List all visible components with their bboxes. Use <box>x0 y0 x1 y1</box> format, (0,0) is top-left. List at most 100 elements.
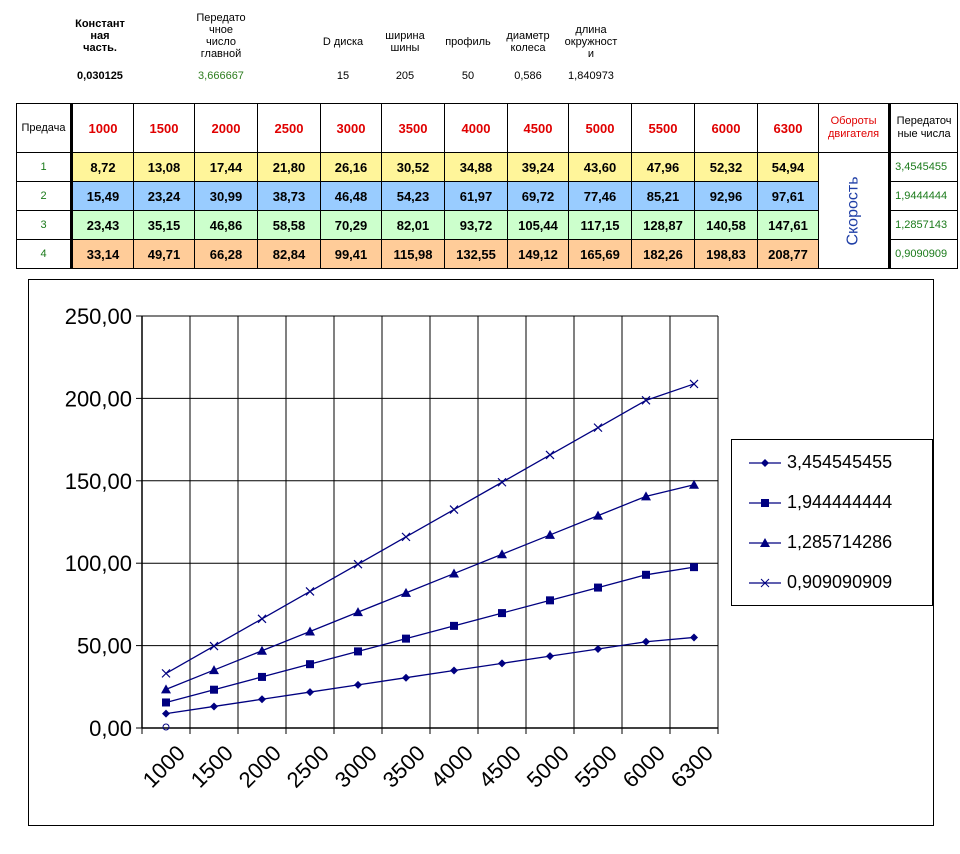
data-point <box>690 563 698 572</box>
data-point <box>402 673 410 682</box>
y-tick-label: 0,00 <box>89 716 132 741</box>
data-point <box>641 491 651 501</box>
legend-label: 1,944444444 <box>787 492 893 512</box>
speed-cell: 15,49 <box>70 181 134 211</box>
rpm-header: 3000 <box>320 103 382 153</box>
data-point <box>161 684 171 694</box>
data-point <box>690 633 698 642</box>
param-6: длина окружност и 1,840973 <box>562 24 620 84</box>
param-label: Передато чное число главной <box>196 12 246 60</box>
legend-swatch <box>749 459 781 468</box>
data-point <box>546 596 554 605</box>
data-point <box>210 702 218 711</box>
gear-ratio: 0,9090909 <box>888 239 959 269</box>
rpm-header: 4000 <box>444 103 508 153</box>
speed-cell: 17,44 <box>194 152 258 182</box>
param-label: длина окружност и <box>564 24 618 60</box>
legend-label: 0,909090909 <box>787 572 893 592</box>
data-point <box>642 637 650 646</box>
data-point <box>497 477 507 487</box>
speed-cell: 33,14 <box>70 239 134 269</box>
data-point <box>162 709 170 718</box>
speed-cell: 93,72 <box>444 210 508 240</box>
data-point <box>401 532 411 542</box>
speed-cell: 54,23 <box>381 181 445 211</box>
rpm-header: 3500 <box>381 103 445 153</box>
param-value: 0,586 <box>514 70 542 82</box>
data-point <box>306 660 314 669</box>
speed-label: Скорость <box>817 152 891 269</box>
legend-label: 3,454545455 <box>787 452 893 472</box>
speed-cell: 26,16 <box>320 152 382 182</box>
data-point <box>449 568 459 578</box>
speed-cell: 149,12 <box>507 239 569 269</box>
data-point <box>306 688 314 697</box>
x-tick-label: 3000 <box>330 740 382 792</box>
y-tick-label: 200,00 <box>65 386 132 411</box>
speed-cell: 38,73 <box>257 181 321 211</box>
table-row: 1 8,72 13,08 17,44 21,80 26,16 30,52 34,88 39,24… <box>16 152 959 269</box>
data-point <box>209 665 219 675</box>
table-row: 3 23,43 35,15 46,86 58,58 70,29 82,01 93,72 105,… <box>16 210 959 240</box>
data-point <box>257 614 267 624</box>
x-tick-label: 2500 <box>282 740 334 792</box>
data-point <box>498 609 506 618</box>
table-row: 4 33,14 49,71 66,28 82,84 99,41 115,98 132,55 14… <box>16 239 959 269</box>
data-point <box>641 395 651 405</box>
speed-cell: 140,58 <box>694 210 758 240</box>
param-value: 205 <box>395 70 415 82</box>
rpm-header: 4500 <box>507 103 569 153</box>
data-point <box>689 479 699 489</box>
x-tick-label: 1500 <box>186 740 238 792</box>
data-point <box>545 529 555 539</box>
speed-cell: 70,29 <box>320 210 382 240</box>
data-point <box>354 680 362 689</box>
x-tick-label: 5500 <box>570 740 622 792</box>
legend-swatch <box>749 538 781 548</box>
data-point <box>162 698 170 707</box>
x-tick-label: 6000 <box>618 740 670 792</box>
rpm-label: Обороты двигателя <box>817 103 891 153</box>
data-point <box>258 672 266 681</box>
gear-number: 4 <box>16 239 72 269</box>
param-0: Констант ная часть. 0,030125 <box>72 18 128 84</box>
param-label: Констант ная часть. <box>75 18 125 54</box>
param-value: 50 <box>461 70 475 82</box>
speed-cell: 182,26 <box>631 239 695 269</box>
speed-cell: 82,84 <box>257 239 321 269</box>
data-point <box>305 626 315 636</box>
data-point <box>449 505 459 514</box>
data-point <box>450 666 458 675</box>
data-point <box>353 607 363 617</box>
data-point <box>450 621 458 630</box>
speed-cell: 105,44 <box>507 210 569 240</box>
data-point <box>354 647 362 656</box>
speed-cell: 198,83 <box>694 239 758 269</box>
speed-cell: 46,86 <box>194 210 258 240</box>
param-5: диаметр колеса 0,586 <box>502 30 554 84</box>
param-2: D диска 15 <box>318 36 368 84</box>
data-point <box>498 659 506 668</box>
x-tick-label: 5000 <box>522 740 574 792</box>
speed-cell: 97,61 <box>757 181 819 211</box>
param-value: 3,666667 <box>198 70 244 82</box>
series-line-1 <box>165 566 695 704</box>
data-point <box>594 644 602 653</box>
x-tick-label: 4000 <box>426 740 478 792</box>
data-point <box>593 510 603 520</box>
chart-legend: 3,454545455 1,944444444 1,285714286 0,90909… <box>731 439 933 606</box>
param-label: ширина шины <box>385 30 425 54</box>
data-point <box>257 645 267 655</box>
speed-cell: 54,94 <box>757 152 819 182</box>
param-value: 15 <box>336 70 350 82</box>
table-row: 2 15,49 23,24 30,99 38,73 46,48 54,23 61,97 69,7… <box>16 181 959 211</box>
series-line-3 <box>165 383 695 674</box>
origin-marker <box>162 723 170 731</box>
legend-item: 3,454545455 <box>747 450 892 474</box>
speed-cell: 66,28 <box>194 239 258 269</box>
data-point <box>401 587 411 597</box>
data-point <box>353 559 363 569</box>
series-line-2 <box>165 484 695 690</box>
speed-cell: 49,71 <box>133 239 195 269</box>
